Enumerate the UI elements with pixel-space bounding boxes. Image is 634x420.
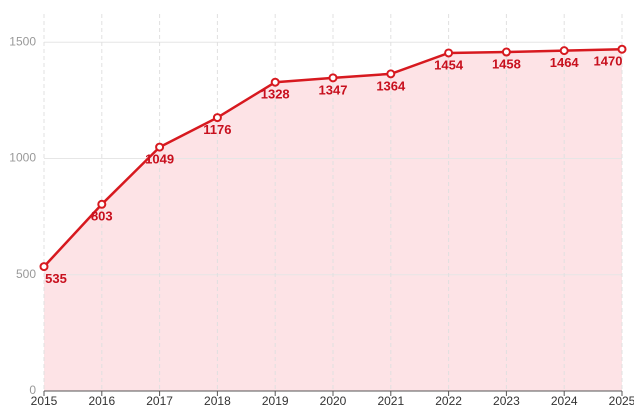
data-label: 1328 [261, 87, 290, 102]
x-tick-label: 2025 [609, 394, 634, 408]
point [501, 47, 511, 57]
data-label: 1454 [434, 57, 464, 72]
point [212, 113, 222, 123]
data-label: 1458 [492, 56, 521, 71]
data-label: 1364 [376, 78, 406, 93]
point [444, 48, 454, 58]
data-label: 1049 [145, 152, 174, 167]
point [155, 142, 165, 152]
point [39, 262, 49, 272]
data-label: 1470 [594, 54, 623, 69]
point [386, 69, 396, 79]
y-tick-label: 1000 [9, 151, 36, 165]
y-tick-label: 500 [16, 267, 36, 281]
x-tick-label: 2022 [435, 394, 462, 408]
data-label: 1464 [550, 55, 580, 70]
point [270, 77, 280, 87]
data-label: 535 [45, 271, 67, 286]
data-label: 1347 [319, 82, 348, 97]
x-tick-label: 2015 [31, 394, 58, 408]
x-tick-label: 2021 [377, 394, 404, 408]
x-tick-label: 2023 [493, 394, 520, 408]
point [617, 44, 627, 54]
y-tick-label: 1500 [9, 34, 36, 48]
x-tick-label: 2017 [146, 394, 173, 408]
x-tick-label: 2020 [320, 394, 347, 408]
point [559, 46, 569, 56]
x-tick-label: 2024 [551, 394, 578, 408]
x-tick-label: 2019 [262, 394, 289, 408]
point [328, 73, 338, 83]
point [97, 199, 107, 209]
y-tick-label: 0 [29, 383, 36, 397]
x-tick-label: 2018 [204, 394, 231, 408]
x-tick-label: 2016 [88, 394, 115, 408]
data-label: 803 [91, 209, 113, 224]
data-label: 1176 [203, 122, 231, 137]
